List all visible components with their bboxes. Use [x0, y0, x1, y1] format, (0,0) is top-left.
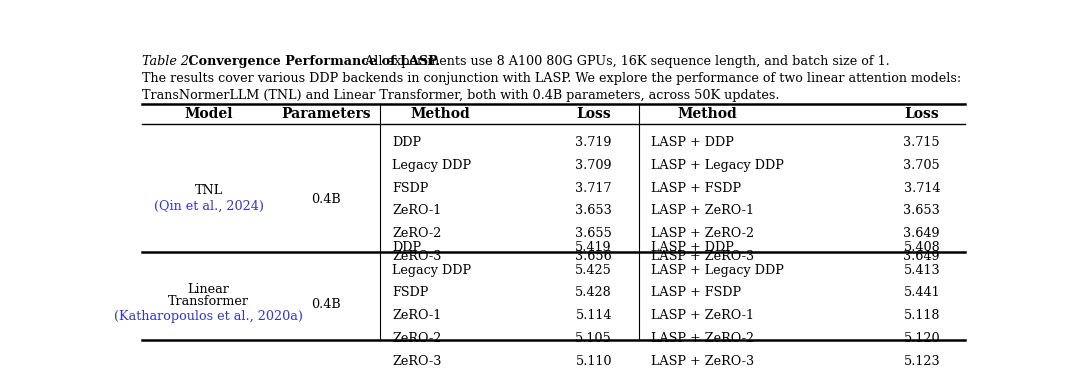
Text: LASP + DDP: LASP + DDP	[650, 136, 733, 149]
Text: 5.408: 5.408	[903, 241, 941, 254]
Text: 5.441: 5.441	[904, 286, 940, 300]
Text: DDP: DDP	[392, 136, 421, 149]
Text: 5.110: 5.110	[576, 355, 612, 368]
Text: The results cover various DDP backends in conjunction with LASP. We explore the : The results cover various DDP backends i…	[141, 72, 961, 85]
Text: 5.120: 5.120	[904, 332, 940, 345]
Text: 3.717: 3.717	[576, 182, 612, 194]
Text: 3.656: 3.656	[576, 250, 612, 263]
Text: 3.649: 3.649	[904, 227, 940, 240]
Text: Table 2.: Table 2.	[141, 55, 192, 68]
Text: Transformer: Transformer	[168, 296, 249, 308]
Text: LASP + FSDP: LASP + FSDP	[650, 286, 741, 300]
Text: Loss: Loss	[577, 107, 611, 121]
Text: Method: Method	[677, 107, 738, 121]
Text: ZeRO-1: ZeRO-1	[392, 204, 442, 217]
Text: LASP + ZeRO-3: LASP + ZeRO-3	[650, 355, 754, 368]
Text: ZeRO-3: ZeRO-3	[392, 355, 442, 368]
Text: ZeRO-1: ZeRO-1	[392, 309, 442, 322]
Text: FSDP: FSDP	[392, 182, 429, 194]
Text: 5.118: 5.118	[904, 309, 940, 322]
Text: Convergence Performance of LASP.: Convergence Performance of LASP.	[184, 55, 440, 68]
Text: Linear: Linear	[188, 283, 230, 296]
Text: 3.709: 3.709	[576, 159, 612, 172]
Text: DDP: DDP	[392, 241, 421, 254]
Text: Method: Method	[410, 107, 471, 121]
Text: 3.715: 3.715	[904, 136, 940, 149]
Text: Model: Model	[185, 107, 233, 121]
Text: ZeRO-2: ZeRO-2	[392, 227, 442, 240]
Text: 3.719: 3.719	[576, 136, 612, 149]
Text: 3.653: 3.653	[576, 204, 612, 217]
Text: Legacy DDP: Legacy DDP	[392, 159, 471, 172]
Text: 5.425: 5.425	[576, 264, 612, 277]
Text: ZeRO-3: ZeRO-3	[392, 250, 442, 263]
Text: LASP + FSDP: LASP + FSDP	[650, 182, 741, 194]
Text: 5.419: 5.419	[576, 241, 612, 254]
Text: 3.655: 3.655	[576, 227, 612, 240]
Text: FSDP: FSDP	[392, 286, 429, 300]
Text: ZeRO-2: ZeRO-2	[392, 332, 442, 345]
Text: 5.114: 5.114	[576, 309, 612, 322]
Text: Parameters: Parameters	[281, 107, 370, 121]
Text: 3.649: 3.649	[904, 250, 940, 263]
Text: LASP + DDP: LASP + DDP	[650, 241, 733, 254]
Text: 5.105: 5.105	[576, 332, 612, 345]
Text: LASP + ZeRO-2: LASP + ZeRO-2	[650, 332, 754, 345]
Text: LASP + Legacy DDP: LASP + Legacy DDP	[650, 264, 783, 277]
Text: 5.428: 5.428	[576, 286, 612, 300]
Text: 5.123: 5.123	[904, 355, 940, 368]
Text: LASP + ZeRO-2: LASP + ZeRO-2	[650, 227, 754, 240]
Text: 3.653: 3.653	[903, 204, 941, 217]
Text: (Katharopoulos et al., 2020a): (Katharopoulos et al., 2020a)	[114, 310, 303, 322]
Text: LASP + ZeRO-3: LASP + ZeRO-3	[650, 250, 754, 263]
Text: 5.413: 5.413	[904, 264, 940, 277]
Text: 3.705: 3.705	[903, 159, 941, 172]
Text: LASP + ZeRO-1: LASP + ZeRO-1	[650, 204, 754, 217]
Text: (Qin et al., 2024): (Qin et al., 2024)	[153, 199, 264, 212]
Text: All experiments use 8 A100 80G GPUs, 16K sequence length, and batch size of 1.: All experiments use 8 A100 80G GPUs, 16K…	[361, 55, 890, 68]
Text: 0.4B: 0.4B	[311, 193, 340, 206]
Text: TransNormerLLM (TNL) and Linear Transformer, both with 0.4B parameters, across 5: TransNormerLLM (TNL) and Linear Transfor…	[141, 89, 779, 102]
Text: LASP + ZeRO-1: LASP + ZeRO-1	[650, 309, 754, 322]
Text: Loss: Loss	[904, 107, 940, 121]
Text: Legacy DDP: Legacy DDP	[392, 264, 471, 277]
Text: TNL: TNL	[194, 184, 222, 197]
Text: 3.714: 3.714	[904, 182, 940, 194]
Text: LASP + Legacy DDP: LASP + Legacy DDP	[650, 159, 783, 172]
Text: 0.4B: 0.4B	[311, 298, 340, 311]
